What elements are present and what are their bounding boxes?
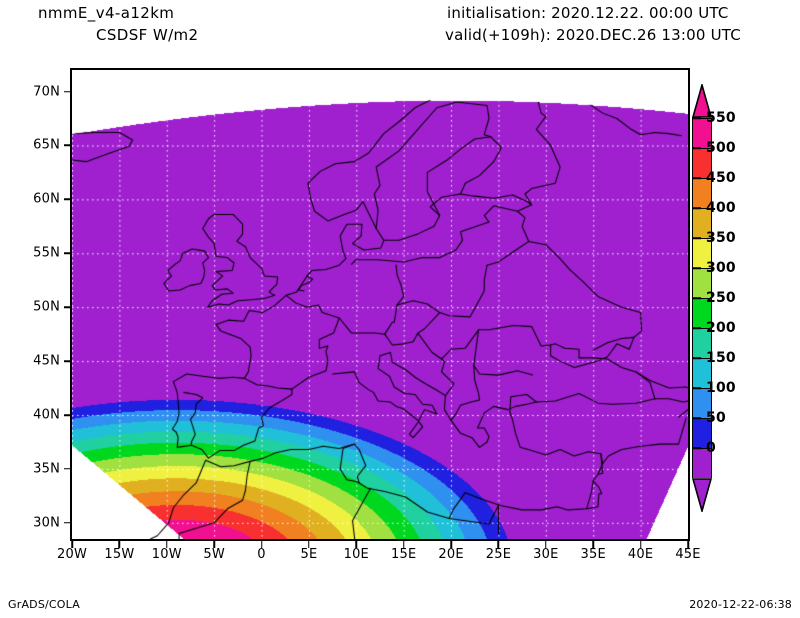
- x-tick-label: 20W: [57, 547, 87, 562]
- colorbar-band: [692, 298, 712, 328]
- colorbar-band: [692, 448, 712, 478]
- x-tick-label: 10E: [343, 547, 369, 562]
- y-tick-label: 30N: [33, 515, 60, 531]
- colorbar-tick: [692, 447, 701, 449]
- colorbar-band: [692, 148, 712, 178]
- y-tick-mark: [64, 90, 71, 93]
- x-tick-mark: [402, 541, 405, 548]
- colorbar-tick-label: 150: [706, 350, 736, 366]
- x-tick-mark: [450, 541, 452, 548]
- colorbar-band: [692, 418, 712, 448]
- y-tick-label: 65N: [33, 137, 60, 153]
- initialisation-time: initialisation: 2020.12.22. 00:00 UTC: [447, 4, 729, 22]
- x-tick-label: 10W: [151, 547, 182, 562]
- y-tick-mark: [64, 252, 71, 255]
- model-title-block: nmmE_v4-a12km CSDSF W/m2: [38, 4, 199, 44]
- x-tick-mark: [355, 541, 358, 548]
- colorbar-tick: [692, 387, 701, 389]
- colorbar-tick-label: 550: [706, 110, 736, 126]
- colorbar-tick-label: 50: [706, 410, 726, 426]
- colorbar-band: [692, 208, 712, 238]
- colorbar-tick-label: 250: [706, 290, 736, 306]
- y-tick-label: 60N: [33, 191, 60, 207]
- colorbar-tick: [692, 177, 701, 179]
- colorbar-band: [692, 388, 712, 418]
- x-tick-label: 5E: [300, 547, 318, 562]
- x-tick-mark: [118, 541, 121, 548]
- model-name: nmmE_v4-a12km: [38, 4, 175, 22]
- x-tick-label: 35E: [580, 547, 606, 562]
- colorbar-under-arrow: [691, 478, 713, 514]
- colorbar-tick: [692, 357, 701, 359]
- time-info-block: initialisation: 2020.12.22. 00:00 UTC va…: [445, 4, 741, 44]
- colorbar-tick-label: 0: [706, 440, 716, 456]
- y-tick-label: 35N: [33, 461, 60, 477]
- colorbar-tick-label: 500: [706, 140, 736, 156]
- colorbar-tick: [692, 147, 701, 149]
- y-tick-mark: [64, 360, 71, 362]
- y-tick-mark: [64, 306, 71, 308]
- x-tick-label: 0: [257, 547, 266, 562]
- x-tick-label: 30E: [533, 547, 559, 562]
- x-tick-label: 5W: [203, 547, 225, 562]
- x-tick-mark: [213, 541, 215, 548]
- colorbar-band: [692, 328, 712, 358]
- weather-field-map: [72, 70, 688, 539]
- y-tick-label: 55N: [33, 245, 60, 261]
- colorbar-tick-label: 100: [706, 380, 736, 396]
- valid-time: valid(+109h): 2020.DEC.26 13:00 UTC: [445, 26, 741, 44]
- x-tick-label: 45E: [675, 547, 701, 562]
- colorbar-tick-label: 300: [706, 260, 736, 276]
- y-tick-label: 50N: [33, 299, 60, 315]
- y-tick-mark: [64, 414, 71, 416]
- colorbar-band: [692, 358, 712, 388]
- x-tick-mark: [308, 541, 310, 548]
- x-tick-mark: [592, 541, 594, 548]
- colorbar-tick-label: 450: [706, 170, 736, 186]
- y-tick-mark: [64, 144, 71, 147]
- x-tick-label: 15W: [104, 547, 135, 562]
- map-plot-area: [70, 68, 690, 541]
- footer-credit: GrADS/COLA: [8, 598, 80, 611]
- y-tick-label: 45N: [33, 353, 60, 369]
- footer-timestamp: 2020-12-22-06:38: [689, 598, 792, 611]
- colorbar-tick: [692, 267, 701, 269]
- chart-header: nmmE_v4-a12km CSDSF W/m2 initialisation:…: [0, 0, 800, 56]
- colorbar-tick-label: 350: [706, 230, 736, 246]
- x-tick-mark: [639, 541, 642, 548]
- x-tick-label: 15E: [391, 547, 417, 562]
- x-tick-mark: [166, 541, 168, 548]
- colorbar-band: [692, 178, 712, 208]
- colorbar-tick-label: 200: [706, 320, 736, 336]
- x-tick-mark: [497, 541, 500, 548]
- colorbar-tick: [692, 207, 701, 209]
- x-tick-mark: [71, 541, 73, 548]
- colorbar-tick-label: 400: [706, 200, 736, 216]
- y-tick-label: 70N: [33, 84, 60, 100]
- x-tick-label: 20E: [438, 547, 464, 562]
- colorbar-band: [692, 118, 712, 148]
- colorbar-over-arrow: [691, 82, 713, 118]
- y-tick-mark: [64, 522, 71, 524]
- colorbar-tick: [692, 417, 701, 419]
- x-tick-mark: [260, 541, 263, 548]
- colorbar-tick: [692, 237, 701, 239]
- colorbar-band: [692, 238, 712, 268]
- colorbar-tick: [692, 117, 701, 119]
- variable-name: CSDSF W/m2: [96, 26, 199, 44]
- y-tick-mark: [64, 198, 71, 201]
- colorbar: [691, 82, 713, 514]
- x-tick-mark: [545, 541, 547, 548]
- colorbar-band: [692, 268, 712, 298]
- y-tick-label: 40N: [33, 407, 60, 423]
- x-tick-mark: [687, 541, 689, 548]
- x-tick-label: 25E: [485, 547, 512, 562]
- colorbar-tick: [692, 327, 701, 329]
- colorbar-tick: [692, 297, 701, 299]
- y-tick-mark: [64, 468, 71, 470]
- x-tick-label: 40E: [627, 547, 654, 562]
